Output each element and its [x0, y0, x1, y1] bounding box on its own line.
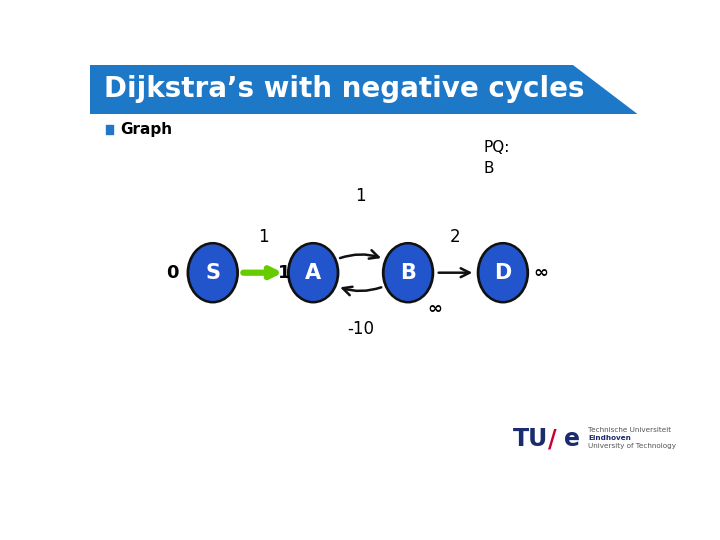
Ellipse shape	[384, 245, 431, 301]
Ellipse shape	[287, 242, 339, 303]
Text: TU: TU	[513, 427, 548, 451]
Ellipse shape	[189, 245, 236, 301]
Text: ∞: ∞	[428, 300, 442, 318]
Text: 0: 0	[166, 264, 179, 282]
Polygon shape	[572, 65, 648, 122]
Text: PQ:
B: PQ: B	[483, 140, 510, 176]
Ellipse shape	[480, 245, 526, 301]
Text: Graph: Graph	[120, 122, 172, 137]
Ellipse shape	[289, 245, 337, 301]
Text: S: S	[205, 262, 220, 283]
Text: 1: 1	[355, 187, 366, 205]
Text: B: B	[400, 262, 416, 283]
Text: Technische Universiteit: Technische Universiteit	[588, 427, 672, 433]
Text: e: e	[564, 427, 580, 451]
Text: 1: 1	[278, 264, 290, 282]
Text: 2: 2	[450, 228, 461, 246]
Text: 1: 1	[258, 228, 269, 246]
FancyBboxPatch shape	[106, 125, 114, 134]
Text: -10: -10	[347, 320, 374, 338]
Ellipse shape	[382, 242, 434, 303]
Text: /: /	[548, 427, 557, 451]
Text: Eindhoven: Eindhoven	[588, 435, 631, 441]
Ellipse shape	[477, 242, 529, 303]
Text: A: A	[305, 262, 321, 283]
Text: University of Technology: University of Technology	[588, 443, 676, 449]
Ellipse shape	[186, 242, 239, 303]
Text: Dijkstra’s with negative cycles: Dijkstra’s with negative cycles	[104, 76, 585, 103]
FancyBboxPatch shape	[90, 65, 648, 114]
Text: D: D	[495, 262, 511, 283]
Text: ∞: ∞	[534, 264, 549, 282]
